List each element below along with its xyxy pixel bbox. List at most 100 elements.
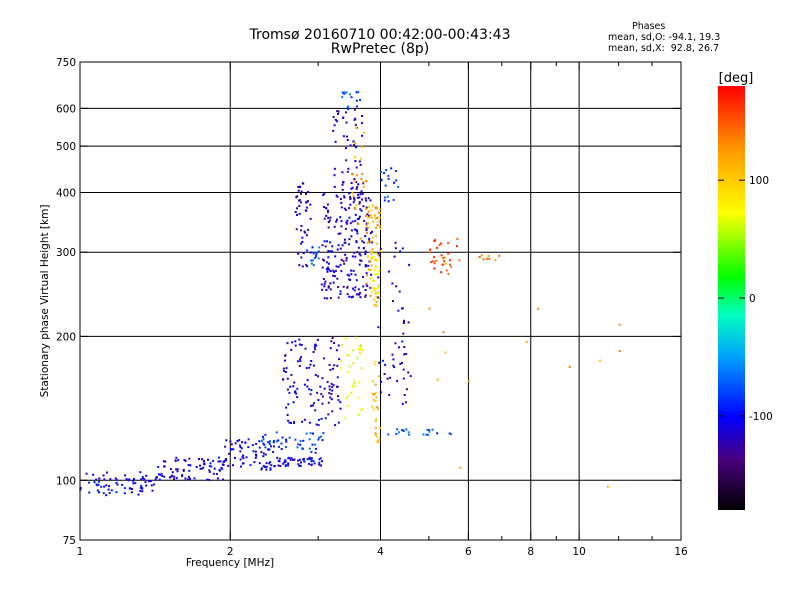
data-point: [321, 288, 324, 291]
data-point: [369, 277, 372, 280]
data-point: [369, 257, 372, 260]
data-point: [352, 287, 354, 290]
data-point: [337, 421, 340, 424]
data-point: [327, 216, 330, 219]
chart-title: Tromsø 20160710 00:42:00-00:43:43: [249, 27, 511, 43]
data-point: [329, 288, 332, 291]
data-point: [124, 474, 126, 477]
data-point: [312, 259, 314, 262]
data-point: [143, 478, 146, 481]
data-point: [310, 389, 313, 392]
data-point: [342, 285, 345, 288]
data-point: [377, 211, 380, 214]
data-point: [450, 433, 453, 436]
data-point: [225, 439, 228, 442]
data-point: [336, 376, 339, 379]
data-point: [442, 263, 445, 266]
data-point: [384, 184, 387, 187]
data-point: [373, 287, 376, 290]
data-point: [170, 475, 173, 478]
y-tick-label: 600: [56, 103, 76, 115]
data-point: [304, 347, 307, 350]
data-point: [399, 250, 402, 253]
data-point: [329, 282, 332, 285]
data-point: [293, 458, 296, 461]
data-point: [318, 463, 321, 466]
data-point: [334, 140, 337, 143]
data-point: [359, 348, 362, 351]
data-point: [379, 247, 382, 250]
data-point: [187, 475, 190, 478]
data-point: [116, 479, 119, 482]
data-point: [494, 259, 497, 262]
data-point: [349, 144, 352, 147]
data-point: [391, 282, 394, 285]
data-point: [399, 362, 402, 365]
data-point: [422, 433, 425, 436]
data-point: [448, 432, 451, 435]
data-point: [356, 230, 359, 233]
data-point: [357, 223, 360, 225]
data-point: [340, 201, 343, 204]
data-point: [365, 199, 368, 202]
x-tick-label: 10: [572, 546, 585, 558]
data-point: [348, 274, 351, 277]
data-point: [360, 259, 363, 262]
data-point: [299, 464, 302, 467]
data-point: [370, 209, 373, 212]
data-point: [372, 393, 374, 396]
data-point: [395, 179, 398, 182]
data-point: [106, 471, 108, 474]
data-point: [312, 432, 314, 435]
data-point: [340, 258, 343, 261]
data-point: [347, 167, 350, 170]
data-point: [338, 358, 341, 361]
data-point: [359, 99, 361, 101]
data-point: [384, 196, 387, 199]
data-point: [264, 433, 267, 436]
data-point: [392, 364, 395, 367]
data-point: [320, 435, 322, 438]
data-point: [285, 367, 288, 370]
data-point: [345, 91, 348, 94]
data-point: [444, 262, 447, 265]
data-point: [409, 375, 412, 378]
data-point: [354, 123, 357, 126]
data-point: [356, 186, 359, 189]
data-point: [360, 190, 363, 193]
data-point: [341, 171, 344, 174]
data-point: [222, 478, 225, 481]
data-point: [311, 246, 314, 249]
data-point: [347, 243, 350, 246]
data-point: [367, 268, 370, 271]
data-point: [216, 477, 219, 480]
data-point: [322, 432, 325, 435]
data-point: [154, 478, 157, 481]
data-point: [346, 285, 349, 288]
data-point: [354, 213, 357, 216]
data-point: [249, 464, 252, 467]
data-point: [296, 446, 299, 449]
data-point: [314, 451, 317, 454]
data-point: [371, 230, 373, 233]
grid-lines: [80, 62, 681, 540]
data-point: [284, 460, 287, 463]
data-point: [393, 366, 396, 369]
data-point: [336, 248, 339, 251]
data-point: [498, 254, 501, 257]
data-point: [217, 460, 220, 463]
data-point: [321, 402, 324, 405]
data-point: [377, 375, 380, 378]
data-point: [525, 340, 528, 343]
data-point: [302, 252, 305, 254]
data-point: [241, 441, 243, 444]
data-point: [303, 418, 306, 421]
data-point: [331, 245, 334, 248]
data-point: [380, 178, 382, 181]
data-point: [157, 466, 160, 468]
data-point: [367, 226, 370, 229]
data-point: [376, 435, 379, 438]
data-point: [328, 219, 331, 222]
data-point: [314, 374, 317, 376]
